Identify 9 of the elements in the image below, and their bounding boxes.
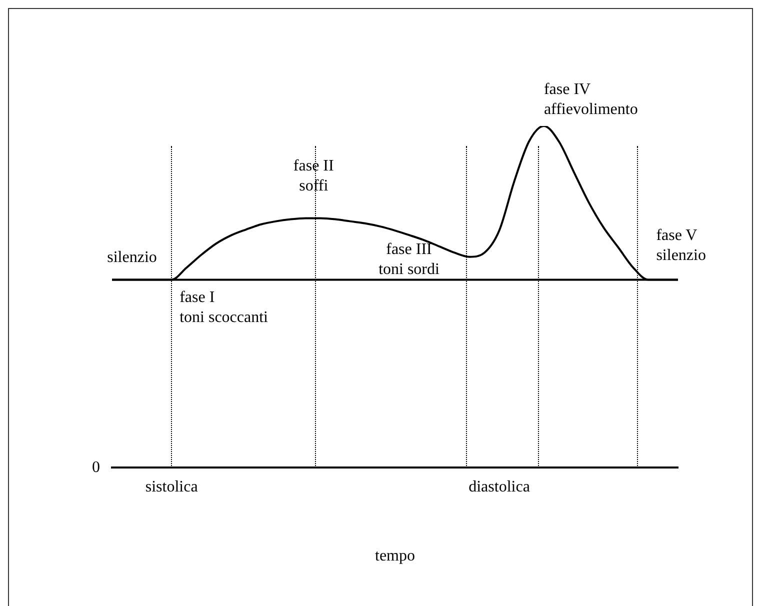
annotation: fase III toni sordi [378, 240, 440, 278]
annotation: silenzio [107, 248, 157, 266]
text: fase IV affievolimento [544, 81, 638, 118]
x-tick-label: diastolica [468, 478, 530, 496]
annotation: fase I toni scoccanti [180, 288, 269, 326]
x-tick-label: sistolica [145, 478, 198, 496]
x-axis-title: tempo [375, 548, 415, 565]
text: 0 [92, 458, 100, 476]
annotation: fase V silenzio [656, 226, 706, 264]
